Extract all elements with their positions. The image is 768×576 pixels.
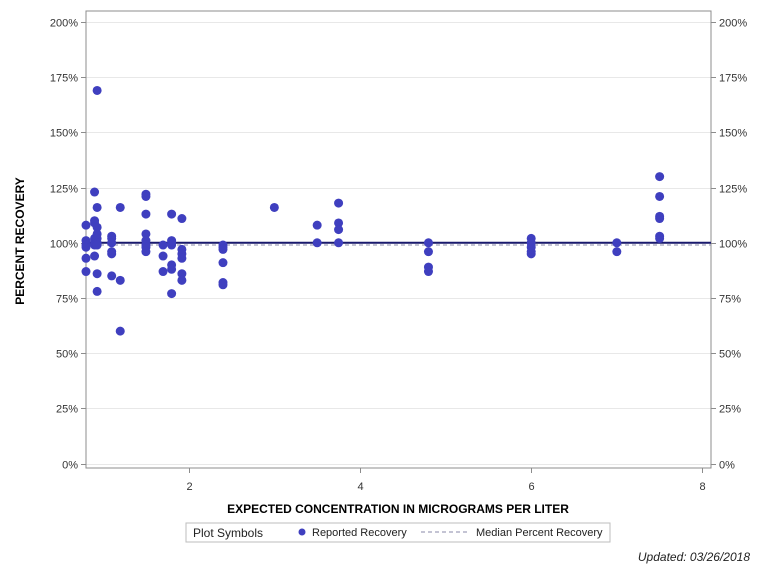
data-point — [81, 253, 91, 263]
data-point — [655, 214, 665, 224]
y-axis-right: 0% 25% 50% 75% 100% 125% 150% 175% 200% — [711, 18, 747, 472]
data-point — [218, 244, 228, 254]
data-point — [312, 220, 322, 230]
legend: Plot Symbols Reported Recovery Median Pe… — [185, 522, 611, 543]
data-point — [141, 209, 151, 219]
data-point — [115, 202, 125, 212]
y-tick-label-left: 125% — [50, 184, 78, 196]
y-tick-label-left: 150% — [50, 128, 78, 140]
data-point — [312, 238, 322, 248]
legend-title: Plot Symbols — [193, 526, 263, 540]
y-tick-label-right: 200% — [719, 18, 747, 30]
legend-symbol-circle — [298, 528, 306, 536]
y-tick-label-left: 200% — [50, 18, 78, 30]
x-tick-label: 8 — [699, 481, 705, 493]
data-point — [92, 222, 102, 232]
x-tick-label: 4 — [357, 481, 363, 493]
data-point — [92, 240, 102, 250]
data-point — [92, 202, 102, 212]
y-tick-label-right: 0% — [719, 460, 735, 472]
data-point — [334, 225, 344, 235]
data-point — [269, 202, 279, 212]
data-point — [655, 172, 665, 182]
legend-label-reported: Reported Recovery — [312, 527, 407, 539]
x-axis-title: EXPECTED CONCENTRATION IN MICROGRAMS PER… — [227, 502, 569, 516]
data-point — [655, 233, 665, 243]
x-axis: 2 4 6 8 — [186, 468, 706, 493]
data-points — [81, 85, 665, 336]
y-tick-label-left: 50% — [56, 349, 78, 361]
data-point — [177, 214, 187, 224]
data-point — [141, 247, 151, 257]
y-tick-label-right: 25% — [719, 404, 741, 416]
data-point — [334, 218, 344, 228]
data-point — [423, 238, 433, 248]
data-point — [167, 209, 177, 219]
data-point — [107, 249, 117, 259]
x-tick-label: 6 — [528, 481, 534, 493]
y-axis-left: 0% 25% 50% 75% 100% 125% 150% 175% 200% — [50, 18, 86, 472]
data-point — [141, 229, 151, 239]
data-point — [612, 247, 622, 257]
updated-date: Updated: 03/26/2018 — [638, 550, 750, 564]
data-point — [158, 240, 168, 250]
data-point — [158, 251, 168, 261]
data-point — [177, 269, 187, 279]
data-point — [655, 191, 665, 201]
reference-lines — [86, 241, 711, 246]
y-tick-label-right: 150% — [719, 128, 747, 140]
y-tick-label-right: 100% — [719, 239, 747, 251]
data-point — [334, 198, 344, 208]
y-tick-label-right: 75% — [719, 294, 741, 306]
data-point — [115, 326, 125, 336]
data-point — [423, 267, 433, 277]
y-tick-label-left: 0% — [62, 460, 78, 472]
data-point — [81, 267, 91, 277]
y-tick-label-left: 100% — [50, 239, 78, 251]
legend-box — [185, 522, 611, 543]
y-axis-title: PERCENT RECOVERY — [13, 177, 27, 305]
data-point — [423, 247, 433, 257]
y-tick-label-left: 25% — [56, 404, 78, 416]
y-tick-label-left: 175% — [50, 73, 78, 85]
y-tick-label-right: 50% — [719, 349, 741, 361]
data-point — [107, 271, 117, 281]
data-point — [167, 289, 177, 299]
data-point — [90, 187, 100, 197]
data-point — [92, 286, 102, 296]
data-point — [526, 249, 536, 259]
data-point — [167, 264, 177, 274]
data-point — [177, 275, 187, 285]
x-tick-label: 2 — [186, 481, 192, 493]
data-point — [115, 275, 125, 285]
data-point — [107, 238, 117, 248]
data-point — [177, 253, 187, 263]
y-tick-label-right: 125% — [719, 184, 747, 196]
data-point — [167, 240, 177, 250]
legend-label-median: Median Percent Recovery — [476, 527, 603, 539]
data-point — [158, 267, 168, 277]
data-point — [612, 238, 622, 248]
data-point — [81, 220, 91, 230]
data-point — [218, 280, 228, 290]
data-point — [92, 85, 102, 95]
data-point — [81, 242, 91, 252]
data-point — [141, 191, 151, 201]
data-point — [334, 238, 344, 248]
data-point — [92, 269, 102, 279]
data-point — [90, 251, 100, 261]
y-tick-label-right: 175% — [719, 73, 747, 85]
data-point — [218, 258, 228, 268]
y-tick-label-left: 75% — [56, 294, 78, 306]
